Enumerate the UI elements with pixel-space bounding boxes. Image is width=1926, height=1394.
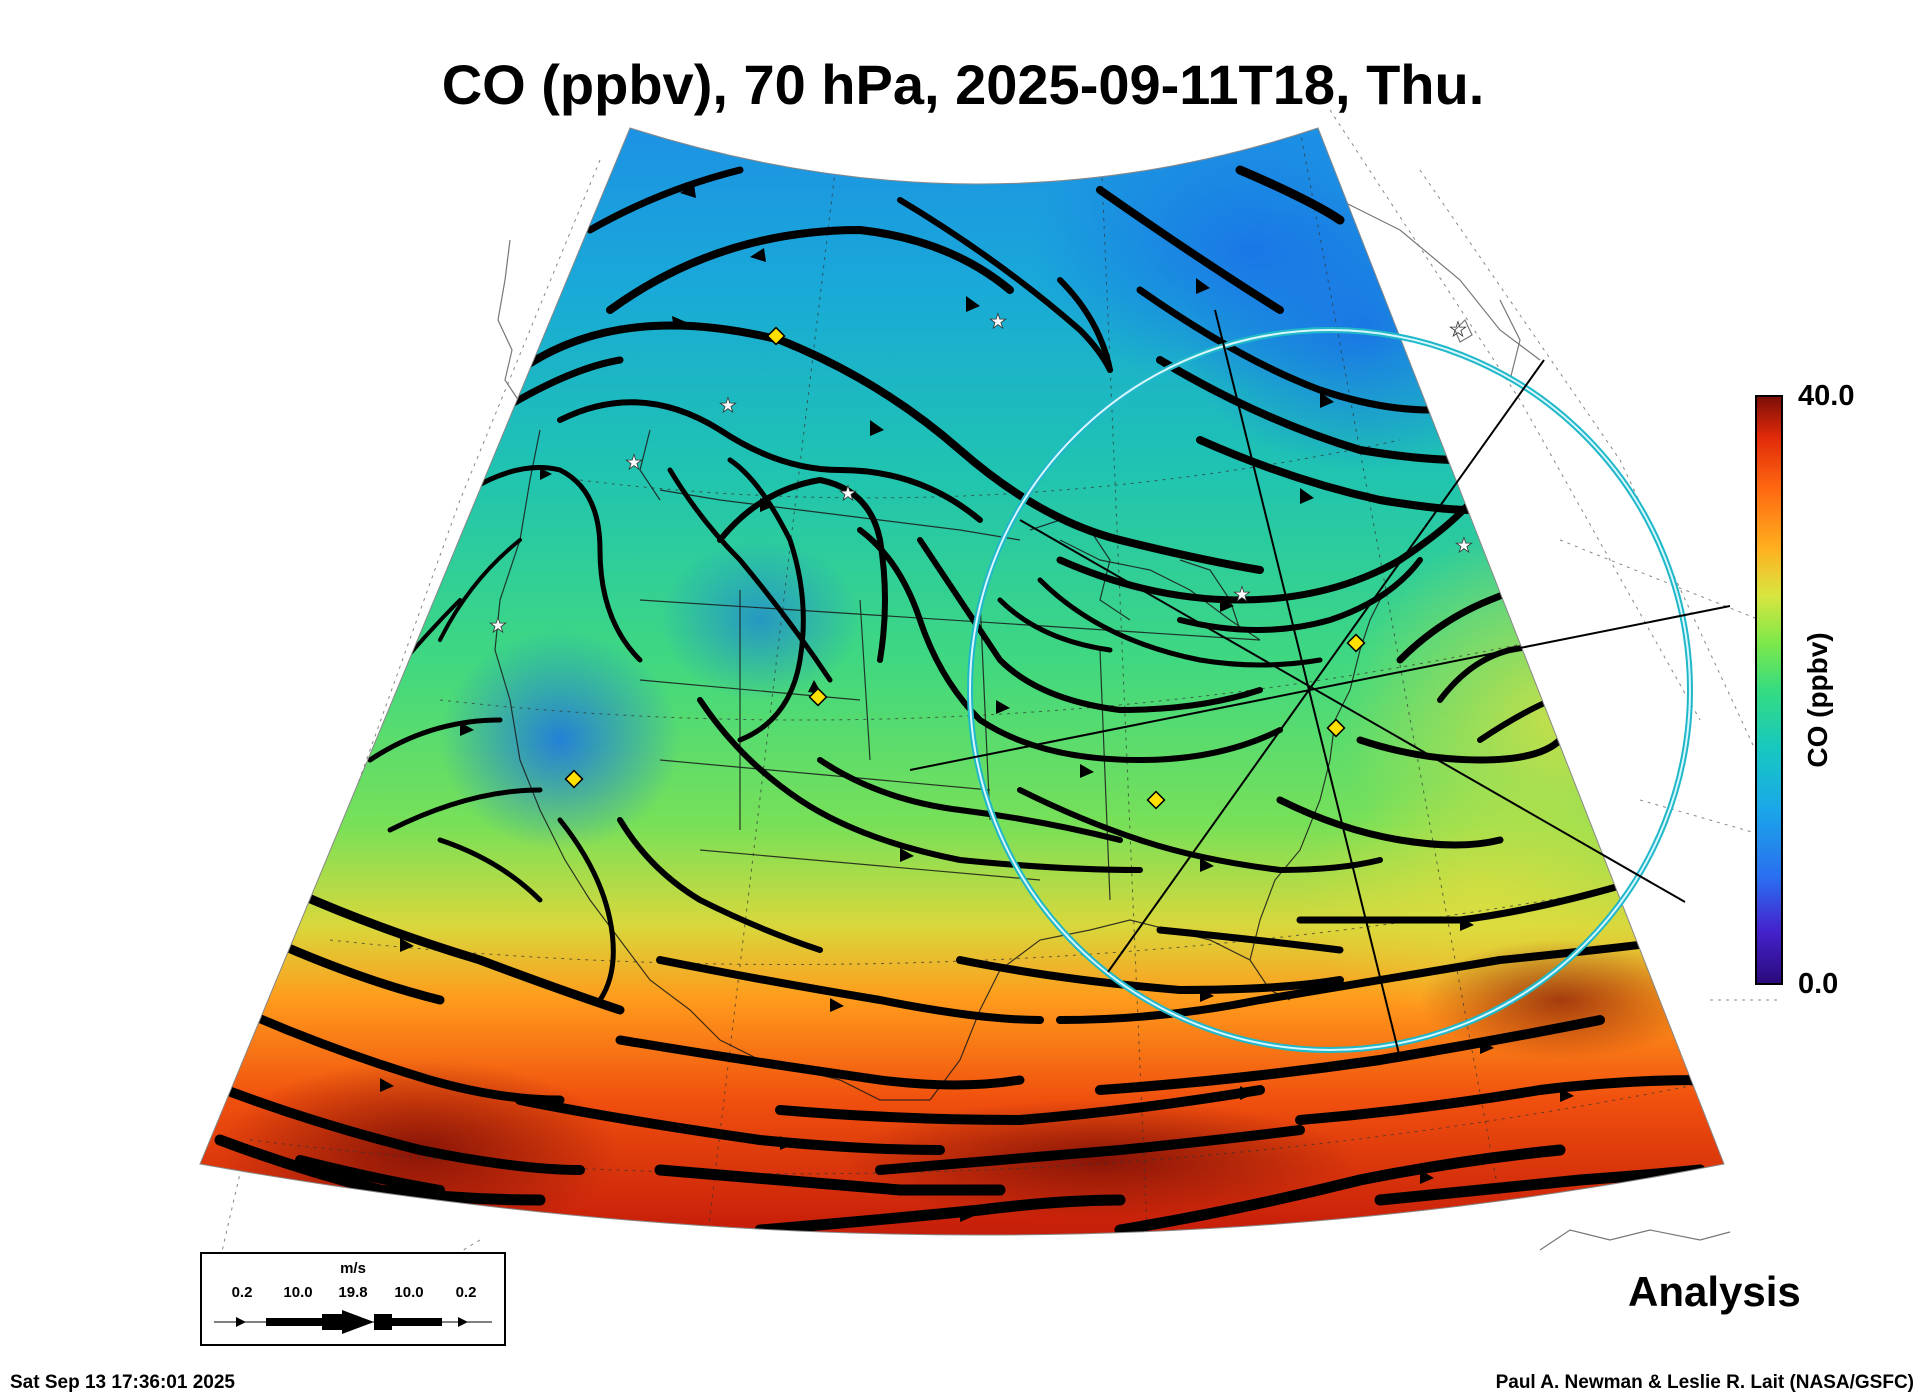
wind-legend-value: 10.0 xyxy=(394,1284,424,1301)
station-star: ★ xyxy=(489,613,507,637)
station-star: ★ xyxy=(989,309,1007,333)
station-diamond xyxy=(1326,718,1346,738)
station-star: ★ xyxy=(1449,317,1467,341)
analysis-circle xyxy=(967,327,1693,1053)
outside-coastlines xyxy=(497,199,1731,1251)
station-diamond xyxy=(766,326,786,346)
station-star: ★ xyxy=(625,450,643,474)
station-diamonds xyxy=(564,326,1366,810)
co-field xyxy=(200,128,1724,1235)
station-stars: ★ ★ ★ ★ ★ ★ ★ ★ xyxy=(489,309,1474,638)
station-star: ★ xyxy=(1455,533,1473,557)
colorbar-title: CO (ppbv) xyxy=(1802,632,1833,768)
wind-legend-unit: m/s xyxy=(340,1260,366,1277)
generated-timestamp: Sat Sep 13 17:36:01 2025 xyxy=(10,1372,235,1393)
colorbar-max-label: 40.0 xyxy=(1798,380,1855,412)
wind-arrowheads xyxy=(300,184,1574,1222)
cross-section-lines xyxy=(909,309,1731,1059)
wind-legend-arrow xyxy=(214,1310,492,1334)
station-star: ★ xyxy=(719,393,737,417)
colorbar-min-label: 0.0 xyxy=(1798,968,1839,1000)
wind-legend-value: 0.2 xyxy=(455,1284,477,1301)
credit-line: Paul A. Newman & Leslie R. Lait (NASA/GS… xyxy=(1495,1372,1914,1393)
station-star: ★ xyxy=(839,481,857,505)
station-diamond xyxy=(808,687,828,707)
run-label: Analysis xyxy=(1628,1268,1801,1315)
station-star: ★ xyxy=(1233,582,1251,606)
station-diamond xyxy=(564,769,584,789)
wind-legend-value: 10.0 xyxy=(283,1284,313,1301)
station-diamond xyxy=(1346,633,1366,653)
wind-legend-value: 19.8 xyxy=(338,1284,368,1301)
colorbar xyxy=(1755,395,1783,985)
wind-legend: m/s 0.2 10.0 19.8 10.0 0.2 xyxy=(200,1252,506,1346)
station-diamond xyxy=(1146,790,1166,810)
wind-legend-value: 0.2 xyxy=(231,1284,253,1301)
map-title: CO (ppbv), 70 hPa, 2025-09-11T18, Thu. xyxy=(441,53,1485,116)
